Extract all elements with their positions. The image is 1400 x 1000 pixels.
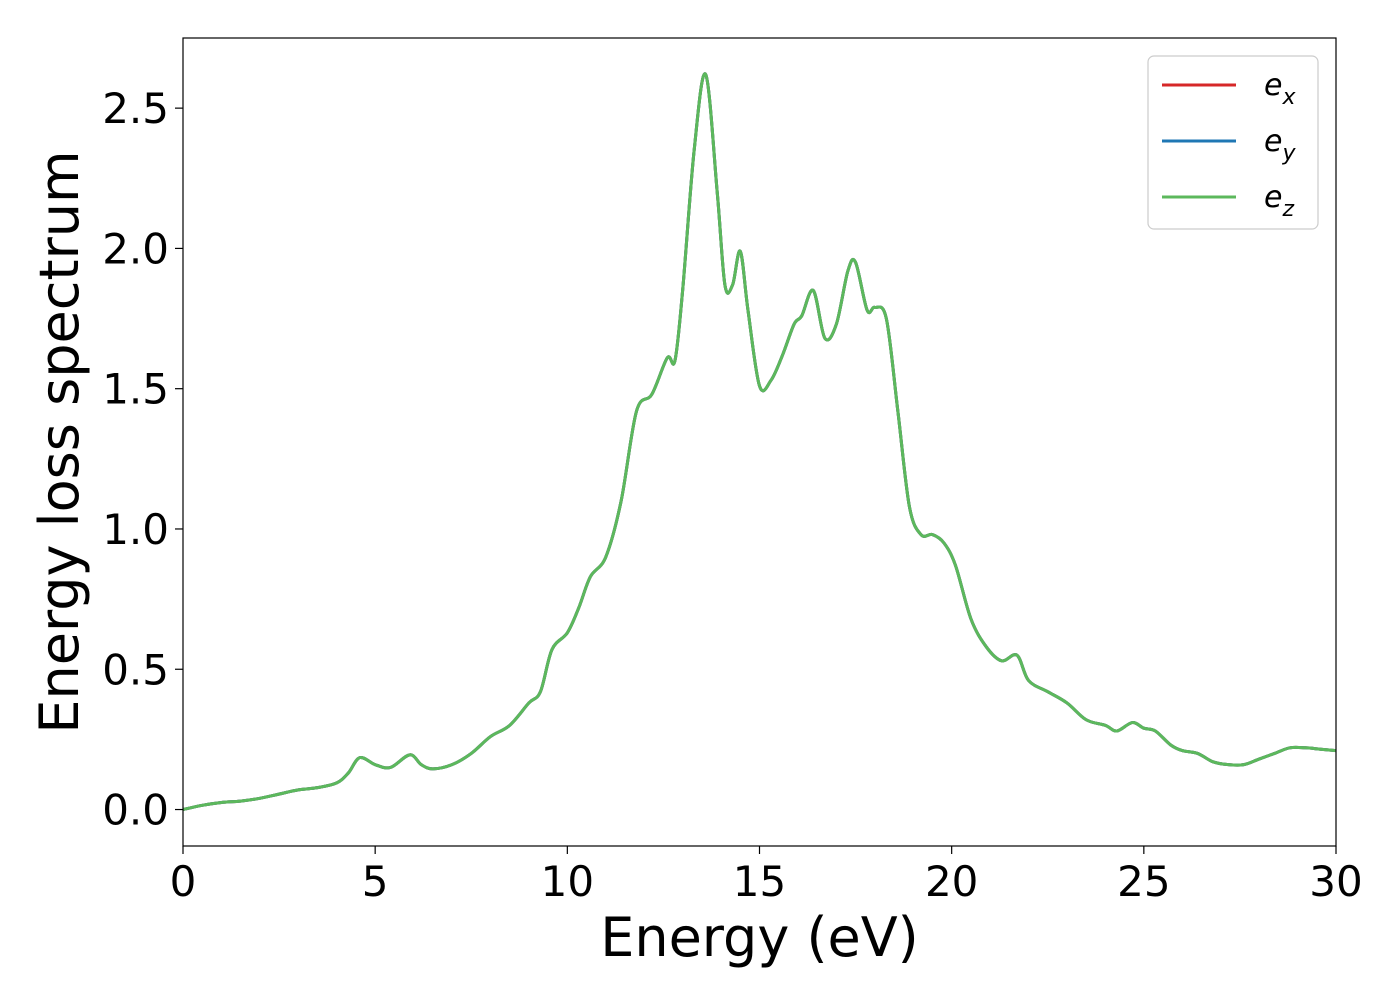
legend: ex ey ez xyxy=(1147,55,1319,230)
legend-label-ex: ex xyxy=(1264,68,1296,110)
y-tick-label: 2.0 xyxy=(102,224,169,273)
y-tick-label: 1.5 xyxy=(102,365,169,414)
series-line-ez xyxy=(182,72,1337,811)
y-tick-label: 0.0 xyxy=(102,786,169,835)
x-tick-label: 5 xyxy=(362,857,389,906)
y-axis-title: Energy loss spectrum xyxy=(28,150,91,733)
x-tick-label: 10 xyxy=(541,857,594,906)
x-tick-label: 15 xyxy=(733,857,786,906)
y-tick-label: 0.5 xyxy=(102,645,169,694)
y-tick-label: 2.5 xyxy=(102,84,169,133)
legend-label-ey: ey xyxy=(1264,124,1296,166)
x-axis-ticks: 0 5 10 15 20 25 30 xyxy=(170,846,1363,906)
x-tick-label: 25 xyxy=(1117,857,1170,906)
x-axis-title: Energy (eV) xyxy=(600,906,919,969)
series-layer xyxy=(182,72,1337,811)
y-tick-label: 1.0 xyxy=(102,505,169,554)
legend-label-ez: ez xyxy=(1264,180,1294,222)
x-tick-label: 20 xyxy=(925,857,978,906)
y-axis-ticks: 0.0 0.5 1.0 1.5 2.0 2.5 xyxy=(102,84,183,835)
x-tick-label: 30 xyxy=(1309,857,1362,906)
x-tick-label: 0 xyxy=(170,857,197,906)
